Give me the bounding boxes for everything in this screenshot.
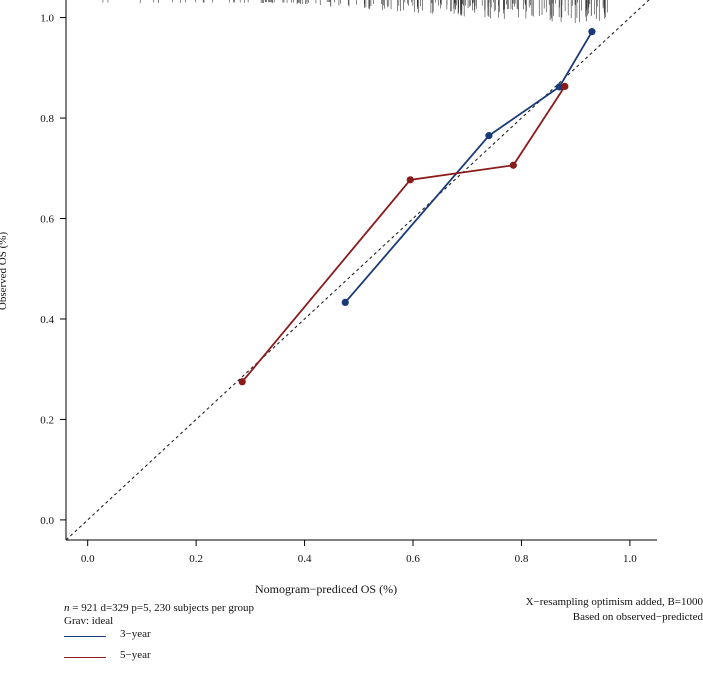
calibration-plot: 0.0 0.2 0.4 0.6 0.8 1.0 0.0 0.2 0.4 0.6 0.8 1.0 <box>40 0 657 565</box>
x-tick-label: 0.8 <box>515 553 529 565</box>
y-tick-label: 0.8 <box>40 113 54 125</box>
y-tick-label: 0.0 <box>40 515 54 527</box>
legend-label-3-year: 3−year <box>120 628 151 640</box>
x-tick-label: 0.0 <box>81 553 95 565</box>
y-tick-label: 0.2 <box>40 414 54 426</box>
n-symbol: n <box>64 602 70 614</box>
grav-note: Grav: ideal <box>64 615 114 627</box>
legend-line-3-year <box>64 636 106 637</box>
based-on-note: Based on observed−predicted <box>572 611 703 623</box>
resampling-note: X−resampling optimism added, B=1000 <box>525 596 703 608</box>
y-axis-label: Observed OS (%) <box>0 231 10 311</box>
data-point-3-year <box>485 132 493 140</box>
data-point-3-year <box>341 298 349 306</box>
data-point-3-year <box>555 83 564 91</box>
y-tick-label: 0.4 <box>40 314 54 326</box>
x-tick-label: 0.6 <box>406 553 420 565</box>
data-point-5-year <box>561 82 569 90</box>
data-point-3-year <box>588 28 596 36</box>
y-tick-label: 0.6 <box>40 214 54 226</box>
legend-label-5-year: 5−year <box>120 649 151 661</box>
x-tick-label: 1.0 <box>623 553 637 565</box>
x-tick-label: 0.4 <box>298 553 312 565</box>
series-line-5-year <box>241 85 566 383</box>
x-axis-label: Nomogram−prediced OS (%) <box>255 582 398 596</box>
legend-line-5-year <box>64 657 106 658</box>
x-tick-label: 0.2 <box>189 553 203 565</box>
sample-size-note: n = 921 d=329 p=5, 230 subjects per grou… <box>64 602 254 614</box>
sample-size-text: = 921 d=329 p=5, 230 subjects per group <box>69 602 255 614</box>
series-line-3-year <box>344 31 593 303</box>
data-point-5-year <box>406 176 414 184</box>
ideal-line <box>65 0 650 541</box>
y-tick-label: 1.0 <box>40 13 54 25</box>
data-point-5-year <box>509 161 517 169</box>
data-point-5-year <box>238 378 246 386</box>
